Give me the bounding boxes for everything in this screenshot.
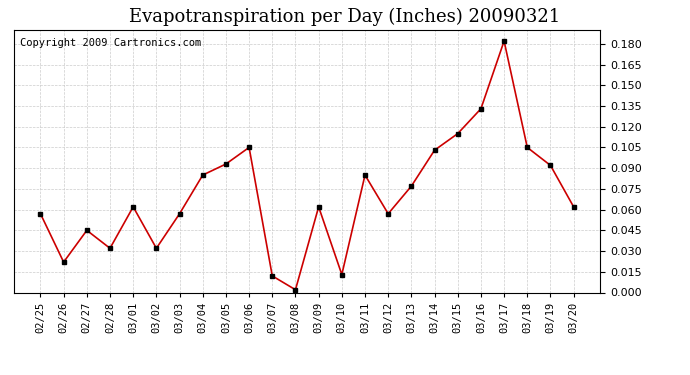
Text: Evapotranspiration per Day (Inches) 20090321: Evapotranspiration per Day (Inches) 2009…	[130, 8, 560, 26]
Text: Copyright 2009 Cartronics.com: Copyright 2009 Cartronics.com	[19, 38, 201, 48]
